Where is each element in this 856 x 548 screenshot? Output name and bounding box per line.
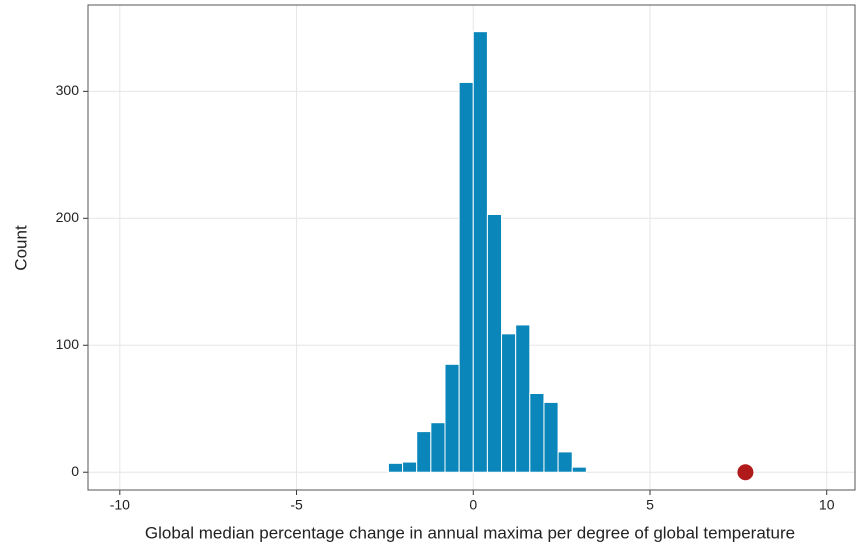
bar [515,324,531,473]
x-tick-label: -5 [290,497,303,513]
bar [416,431,432,473]
bar [402,461,418,473]
x-tick-label: 0 [469,497,477,513]
x-tick-label: 10 [819,497,835,513]
x-tick-label: -10 [110,497,130,513]
x-axis-label: Global median percentage change in annua… [145,523,795,542]
bar [501,333,517,473]
bar [472,31,488,473]
bar [458,81,474,473]
y-tick-label: 300 [56,82,80,98]
y-tick-label: 0 [71,463,79,479]
highlight-point [737,464,754,481]
bar [444,363,460,473]
bar [543,401,559,473]
bar [486,213,503,473]
y-tick-label: 200 [56,209,80,225]
bar [529,393,545,473]
bar [557,451,573,473]
y-axis-label: Count [11,225,30,271]
bar [571,466,587,473]
panel-border [87,4,856,491]
bar [430,422,446,473]
y-tick-label: 100 [56,336,80,352]
bar [387,462,404,473]
x-tick-label: 5 [646,497,654,513]
